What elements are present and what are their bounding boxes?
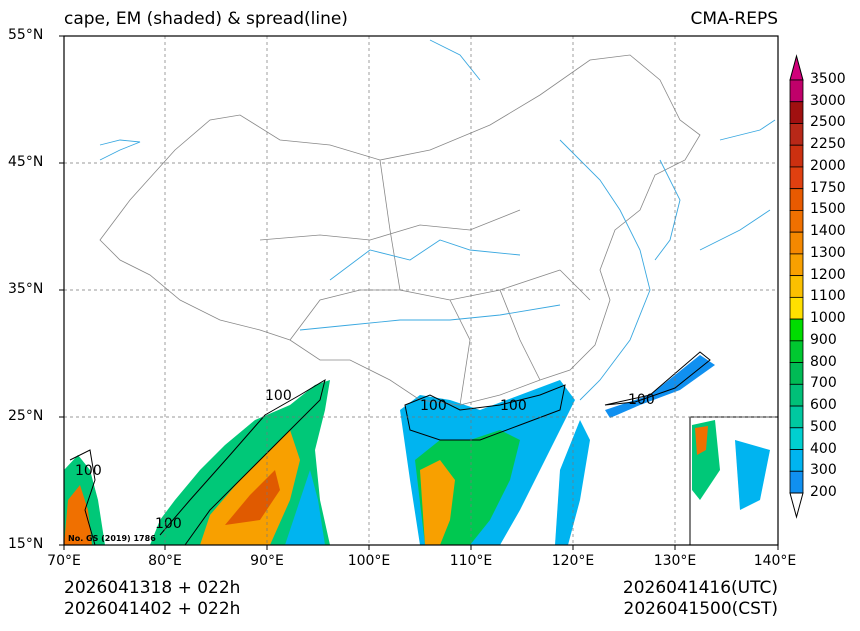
lon-tick: 70°E — [47, 553, 81, 569]
colorbar-swatch — [789, 405, 804, 429]
colorbar-swatch — [789, 383, 804, 407]
coast-korea — [654, 159, 681, 261]
contour-arabian — [69, 449, 96, 546]
colorbar-swatch — [789, 123, 804, 146]
colorbar-level-label: 500 — [810, 418, 837, 435]
cape-region-arabian-core — [64, 485, 92, 545]
colorbar-level-label: 1000 — [810, 310, 846, 327]
colorbar-swatch — [789, 362, 804, 385]
cape-region-philippine — [555, 420, 590, 545]
colorbar-extend-bottom — [789, 492, 804, 519]
colorbar-swatch — [789, 470, 804, 494]
colorbar-swatch — [789, 318, 804, 342]
colorbar-level-label: 1200 — [810, 266, 846, 283]
colorbar-level-label: 1300 — [810, 244, 846, 261]
colorbar-swatch — [789, 79, 804, 103]
province-lines — [259, 159, 591, 406]
lon-tick: 80°E — [148, 553, 182, 569]
lon-tick: 90°E — [250, 553, 284, 569]
chart-title: cape, EM (shaded) & spread(line) — [64, 9, 348, 29]
lat-tick: 25°N — [8, 408, 44, 424]
init-time-utc: 2026041318 + 022h — [64, 578, 241, 598]
colorbar-swatch — [789, 253, 804, 277]
lake-baikal — [429, 39, 481, 81]
colorbar-level-label: 2500 — [810, 114, 846, 131]
lon-tick: 100°E — [347, 553, 391, 569]
contour-south-china — [404, 384, 566, 441]
contour-label: 100 — [265, 388, 292, 404]
colorbar-level-label: 400 — [810, 440, 837, 457]
coast-east — [559, 139, 651, 401]
colorbar-level-label: 1100 — [810, 288, 846, 305]
lat-tick: 15°N — [8, 536, 44, 552]
colorbar-level-label: 800 — [810, 353, 837, 370]
colorbar-swatch — [789, 449, 804, 472]
rivers — [99, 39, 776, 401]
lon-tick: 130°E — [653, 553, 697, 569]
china-border — [99, 54, 701, 406]
inset-shading-core — [695, 426, 708, 455]
colorbar-swatch — [789, 166, 804, 190]
colorbar-level-label: 600 — [810, 397, 837, 414]
contour-label: 100 — [420, 398, 447, 414]
colorbar-swatch — [789, 231, 804, 255]
valid-time-utc: 2026041416(UTC) — [622, 578, 778, 598]
lon-tick: 110°E — [449, 553, 493, 569]
contour-bay — [159, 378, 326, 546]
inset-shading-cool — [735, 440, 770, 510]
lat-tick: 35°N — [8, 281, 44, 297]
colorbar-level-label: 1500 — [810, 201, 846, 218]
valid-time-cst: 2026041500(CST) — [623, 599, 778, 619]
contour-label: 100 — [155, 516, 182, 532]
colorbar-swatch — [789, 210, 804, 233]
axis-ticks — [59, 35, 779, 550]
gridlines — [64, 36, 778, 545]
colorbar-level-label: 200 — [810, 484, 837, 500]
init-time-cst: 2026041402 + 022h — [64, 599, 241, 619]
colorbar-level-label: 1400 — [810, 223, 846, 240]
colorbar-extend-top — [789, 54, 804, 81]
cape-region-bay-core — [200, 430, 300, 545]
lon-tick: 120°E — [551, 553, 595, 569]
lat-tick: 45°N — [8, 154, 44, 170]
colorbar-level-label: 3000 — [810, 92, 846, 109]
colorbar-level-label: 900 — [810, 331, 837, 348]
colorbar-level-label: 2250 — [810, 136, 846, 153]
colorbar-level-label: 300 — [810, 462, 837, 479]
river-yangtze — [299, 304, 561, 331]
cape-region-south-china-core — [420, 460, 455, 545]
contour-label: 100 — [75, 463, 102, 479]
lat-tick: 55°N — [8, 27, 44, 43]
lon-tick: 140°E — [753, 553, 797, 569]
map-note: No. GS (2019) 1786 — [68, 534, 156, 543]
colorbar-level-label: 3500 — [810, 71, 846, 87]
colorbar-level-label: 2000 — [810, 157, 846, 174]
colorbar-swatch — [789, 188, 804, 211]
colorbar — [789, 54, 804, 519]
river-yellow — [329, 239, 521, 281]
colorbar-swatch — [789, 144, 804, 168]
caspian-coast — [99, 139, 141, 161]
colorbar-swatch — [789, 340, 804, 363]
spread-contours — [69, 351, 711, 546]
boundaries — [99, 54, 701, 406]
colorbar-swatch — [789, 296, 804, 320]
cape-region-bay-cool — [285, 470, 325, 545]
colorbar-swatch — [789, 275, 804, 298]
colorbar-swatch — [789, 427, 804, 450]
colorbar-level-label: 1750 — [810, 179, 846, 196]
colorbar-level-label: 700 — [810, 375, 837, 392]
contour-label: 100 — [500, 398, 527, 414]
cape-region-bay-hot — [225, 470, 280, 525]
coast-japan — [699, 119, 776, 251]
contour-label: 100 — [628, 392, 655, 408]
model-name: CMA-REPS — [690, 9, 778, 29]
contour-labels: 100 100 100 100 100 100 — [75, 388, 655, 532]
colorbar-swatch — [789, 101, 804, 124]
contour-pacific — [604, 351, 711, 406]
